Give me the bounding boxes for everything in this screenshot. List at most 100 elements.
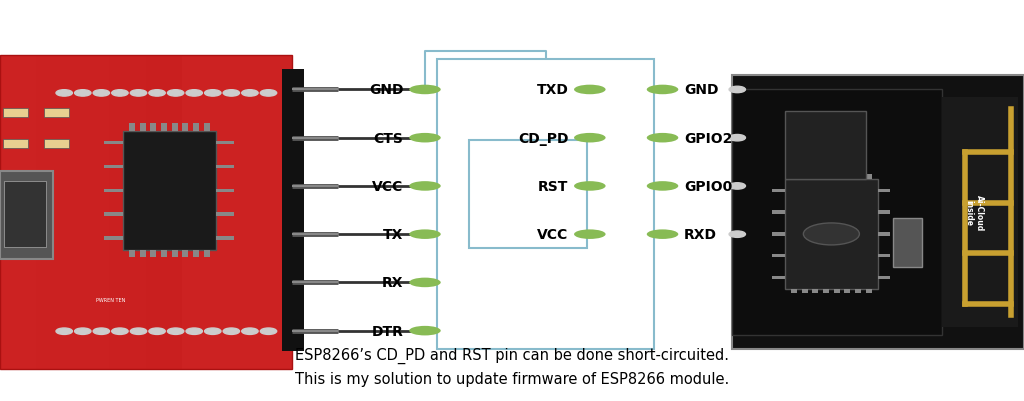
Circle shape — [112, 91, 128, 97]
Bar — [3, 108, 28, 117]
Bar — [204, 124, 210, 131]
Text: PWREN TEN: PWREN TEN — [96, 298, 126, 303]
Bar — [802, 175, 808, 180]
Bar — [802, 289, 808, 294]
Circle shape — [242, 328, 258, 334]
Bar — [878, 233, 890, 236]
Bar — [855, 289, 861, 294]
Ellipse shape — [574, 85, 605, 95]
Bar — [129, 250, 135, 257]
Bar — [193, 124, 199, 131]
Bar — [834, 289, 840, 294]
Bar — [845, 175, 851, 180]
Bar — [791, 289, 797, 294]
Ellipse shape — [574, 182, 605, 191]
Circle shape — [93, 328, 110, 334]
Bar — [893, 218, 922, 267]
Bar — [878, 255, 890, 258]
Circle shape — [130, 91, 146, 97]
Bar — [139, 124, 145, 131]
Bar — [942, 98, 1018, 327]
Circle shape — [75, 91, 91, 97]
Ellipse shape — [410, 134, 440, 143]
Bar — [161, 250, 167, 257]
Circle shape — [168, 328, 184, 334]
Ellipse shape — [647, 85, 678, 95]
Bar — [865, 289, 871, 294]
Text: TX: TX — [383, 228, 403, 241]
Bar — [104, 165, 123, 169]
Bar — [732, 90, 942, 335]
Bar — [855, 175, 861, 180]
Bar — [216, 189, 234, 192]
Bar — [834, 175, 840, 180]
Text: VCC: VCC — [372, 180, 403, 193]
Bar — [151, 250, 157, 257]
Bar — [182, 250, 188, 257]
Circle shape — [56, 328, 73, 334]
Circle shape — [242, 91, 258, 97]
Bar — [812, 289, 818, 294]
Circle shape — [223, 91, 240, 97]
Ellipse shape — [410, 85, 440, 95]
Bar — [139, 250, 145, 257]
Bar — [216, 237, 234, 240]
Bar — [878, 189, 890, 192]
Bar — [784, 180, 878, 289]
Bar — [865, 175, 871, 180]
Circle shape — [112, 328, 128, 334]
Circle shape — [205, 91, 221, 97]
Text: CD_PD: CD_PD — [518, 132, 568, 145]
Text: VCC: VCC — [537, 228, 568, 241]
Bar — [772, 276, 784, 279]
Bar — [145, 56, 182, 369]
Bar — [151, 124, 157, 131]
Bar — [0, 56, 37, 369]
Text: RST: RST — [538, 180, 568, 193]
Bar — [216, 213, 234, 217]
Text: GPIO0: GPIO0 — [684, 180, 732, 193]
Circle shape — [729, 183, 745, 190]
Circle shape — [186, 91, 203, 97]
Bar — [161, 124, 167, 131]
Bar — [0, 56, 292, 369]
Bar — [823, 175, 829, 180]
Bar — [772, 255, 784, 258]
Bar — [216, 142, 234, 145]
Circle shape — [148, 328, 165, 334]
Ellipse shape — [574, 134, 605, 143]
Bar — [216, 165, 234, 169]
Ellipse shape — [410, 278, 440, 288]
Circle shape — [260, 91, 276, 97]
Bar — [282, 70, 304, 351]
Bar — [104, 189, 123, 192]
Bar — [823, 289, 829, 294]
Bar — [44, 108, 69, 117]
Text: RXD: RXD — [684, 228, 717, 241]
Bar — [772, 189, 784, 192]
Text: Ai-Cloud
inside: Ai-Cloud inside — [965, 194, 984, 231]
Bar — [784, 111, 866, 180]
Ellipse shape — [574, 230, 605, 239]
Ellipse shape — [647, 182, 678, 191]
Bar — [182, 124, 188, 131]
Circle shape — [260, 328, 276, 334]
Ellipse shape — [647, 230, 678, 239]
Bar — [104, 237, 123, 240]
Bar — [437, 60, 654, 349]
Text: This is my solution to update firmware of ESP8266 module.: This is my solution to update firmware o… — [295, 371, 729, 387]
Bar — [104, 142, 123, 145]
Ellipse shape — [410, 326, 440, 336]
Bar — [845, 289, 851, 294]
Circle shape — [75, 328, 91, 334]
Bar — [204, 250, 210, 257]
Circle shape — [130, 328, 146, 334]
Circle shape — [186, 328, 203, 334]
Bar — [0, 172, 52, 259]
Text: DTR: DTR — [372, 324, 403, 338]
Bar — [878, 211, 890, 214]
Ellipse shape — [410, 230, 440, 239]
Circle shape — [56, 91, 73, 97]
Bar — [193, 250, 199, 257]
Bar — [3, 140, 28, 148]
